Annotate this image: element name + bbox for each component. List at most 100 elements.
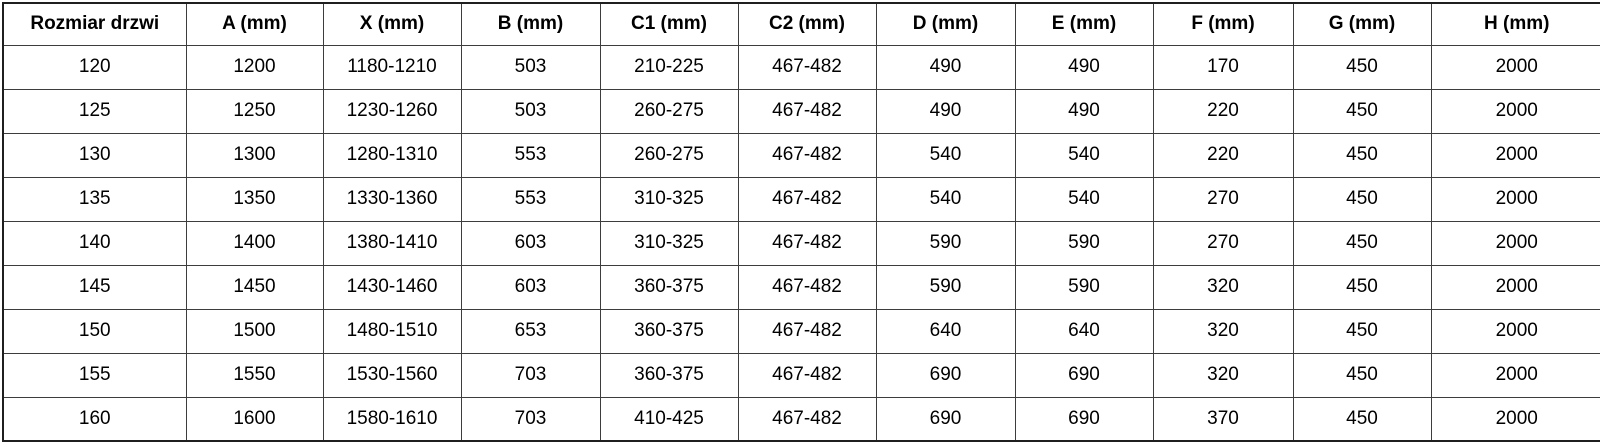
table-cell: 130 (2, 132, 187, 178)
table-cell: 160 (2, 396, 187, 442)
table-cell: 260-275 (599, 88, 739, 134)
table-cell: 640 (875, 308, 1016, 354)
table-cell: 360-375 (599, 352, 739, 398)
table-cell: 1380-1410 (322, 220, 462, 266)
table-cell: 310-325 (599, 220, 739, 266)
column-header-h: H (mm) (1430, 2, 1600, 46)
table-header-row: Rozmiar drzwi A (mm) X (mm) B (mm) C1 (m… (2, 2, 1600, 46)
table-cell: 450 (1292, 132, 1432, 178)
table-cell: 603 (460, 220, 601, 266)
table-cell: 490 (1014, 44, 1154, 90)
table-cell: 2000 (1430, 264, 1600, 310)
table-cell: 1350 (185, 176, 324, 222)
table-cell: 150 (2, 308, 187, 354)
table-cell: 467-482 (737, 396, 877, 442)
column-header-d: D (mm) (875, 2, 1016, 46)
table-cell: 135 (2, 176, 187, 222)
table-cell: 553 (460, 132, 601, 178)
table-cell: 450 (1292, 176, 1432, 222)
table-cell: 450 (1292, 220, 1432, 266)
table-cell: 2000 (1430, 132, 1600, 178)
table-cell: 690 (875, 352, 1016, 398)
table-cell: 450 (1292, 88, 1432, 134)
table-row: 140 1400 1380-1410 603 310-325 467-482 590 590 2… (2, 220, 1600, 266)
table-row: 120 1200 1180-1210 503 210-225 467-482 490 490 1… (2, 44, 1600, 90)
table-cell: 2000 (1430, 308, 1600, 354)
table-cell: 370 (1152, 396, 1294, 442)
table-row: 150 1500 1480-1510 653 360-375 467-482 640 640 3… (2, 308, 1600, 354)
table-cell: 450 (1292, 308, 1432, 354)
table-row: 160 1600 1580-1610 703 410-425 467-482 690 690 3… (2, 396, 1600, 442)
table-cell: 1330-1360 (322, 176, 462, 222)
table-cell: 467-482 (737, 132, 877, 178)
column-header-f: F (mm) (1152, 2, 1294, 46)
column-header-b: B (mm) (460, 2, 601, 46)
table-cell: 1500 (185, 308, 324, 354)
table-cell: 590 (1014, 264, 1154, 310)
table-cell: 467-482 (737, 264, 877, 310)
table-cell: 145 (2, 264, 187, 310)
table-cell: 1430-1460 (322, 264, 462, 310)
table-cell: 220 (1152, 88, 1294, 134)
column-header-rozmiar-drzwi: Rozmiar drzwi (2, 2, 187, 46)
table-cell: 603 (460, 264, 601, 310)
column-header-a: A (mm) (185, 2, 324, 46)
table-cell: 410-425 (599, 396, 739, 442)
table-cell: 450 (1292, 44, 1432, 90)
table-cell: 140 (2, 220, 187, 266)
table-cell: 1480-1510 (322, 308, 462, 354)
table-cell: 125 (2, 88, 187, 134)
table-cell: 2000 (1430, 44, 1600, 90)
table-cell: 467-482 (737, 220, 877, 266)
table-cell: 490 (875, 44, 1016, 90)
table-cell: 2000 (1430, 396, 1600, 442)
table-cell: 2000 (1430, 352, 1600, 398)
column-header-c1: C1 (mm) (599, 2, 739, 46)
table-cell: 590 (875, 264, 1016, 310)
table-cell: 590 (875, 220, 1016, 266)
table-cell: 170 (1152, 44, 1294, 90)
table-cell: 503 (460, 88, 601, 134)
table-cell: 120 (2, 44, 187, 90)
table-cell: 1250 (185, 88, 324, 134)
table-cell: 155 (2, 352, 187, 398)
table-body: 120 1200 1180-1210 503 210-225 467-482 490 490 1… (2, 44, 1600, 442)
table-cell: 1400 (185, 220, 324, 266)
table-cell: 490 (875, 88, 1016, 134)
table-cell: 503 (460, 44, 601, 90)
table-cell: 590 (1014, 220, 1154, 266)
table-cell: 490 (1014, 88, 1154, 134)
table-cell: 450 (1292, 396, 1432, 442)
table-cell: 690 (1014, 352, 1154, 398)
table-cell: 690 (1014, 396, 1154, 442)
table-cell: 1300 (185, 132, 324, 178)
table-cell: 467-482 (737, 352, 877, 398)
table-cell: 467-482 (737, 88, 877, 134)
table-cell: 540 (1014, 176, 1154, 222)
table-cell: 1230-1260 (322, 88, 462, 134)
table-cell: 450 (1292, 264, 1432, 310)
table-cell: 1450 (185, 264, 324, 310)
table-cell: 690 (875, 396, 1016, 442)
table-cell: 320 (1152, 308, 1294, 354)
table-cell: 540 (1014, 132, 1154, 178)
table-cell: 467-482 (737, 44, 877, 90)
table-cell: 1600 (185, 396, 324, 442)
table-cell: 270 (1152, 176, 1294, 222)
table-row: 125 1250 1230-1260 503 260-275 467-482 490 490 2… (2, 88, 1600, 134)
table-cell: 260-275 (599, 132, 739, 178)
column-header-x: X (mm) (322, 2, 462, 46)
table-cell: 360-375 (599, 308, 739, 354)
table-cell: 1200 (185, 44, 324, 90)
table-cell: 703 (460, 352, 601, 398)
table-cell: 320 (1152, 264, 1294, 310)
table-cell: 553 (460, 176, 601, 222)
table-cell: 540 (875, 176, 1016, 222)
table-cell: 703 (460, 396, 601, 442)
table-cell: 1180-1210 (322, 44, 462, 90)
table-cell: 540 (875, 132, 1016, 178)
table-cell: 360-375 (599, 264, 739, 310)
table-cell: 210-225 (599, 44, 739, 90)
table-cell: 1280-1310 (322, 132, 462, 178)
